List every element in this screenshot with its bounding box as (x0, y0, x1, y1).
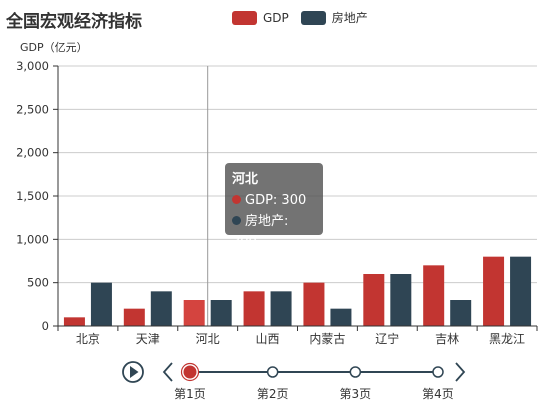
chart-title: 全国宏观经济指标 (6, 12, 142, 32)
timeline-label[interactable]: 第1页 (174, 387, 206, 401)
legend: GDP 房地产 (232, 9, 368, 26)
bar-real-estate-4[interactable] (330, 308, 352, 326)
tooltip-label-gdp: GDP: 300 (245, 193, 307, 208)
next-arrow-icon[interactable] (455, 362, 466, 382)
x-tick-label: 吉林 (435, 332, 459, 346)
tooltip-row-real-estate: 房地产: 300 (232, 211, 316, 253)
timeline-node-active[interactable] (183, 365, 197, 379)
timeline-node[interactable] (432, 366, 444, 378)
tooltip-label-real-estate: 房地产: 300 (232, 214, 289, 250)
y-tick-label: 3,000 (16, 59, 49, 73)
timeline-label[interactable]: 第3页 (340, 387, 372, 401)
x-tick-label: 内蒙古 (309, 331, 345, 346)
y-tick-label: 2,000 (16, 146, 49, 160)
x-tick-label: 北京 (76, 332, 100, 346)
play-button[interactable] (122, 361, 144, 383)
legend-label-real-estate: 房地产 (331, 11, 368, 25)
bar-gdp-5[interactable] (363, 274, 385, 326)
tooltip: 河北 GDP: 300 房地产: 300 (225, 163, 323, 250)
play-icon (130, 366, 139, 378)
bar-gdp-6[interactable] (423, 265, 445, 326)
legend-label-gdp: GDP (263, 10, 289, 25)
x-tick-label: 河北 (196, 332, 220, 346)
y-tick-label: 1,500 (16, 189, 49, 203)
y-tick-label: 0 (42, 319, 49, 333)
x-tick-label: 天津 (136, 332, 160, 346)
bar-gdp-4[interactable] (303, 282, 325, 326)
bar-gdp-7[interactable] (483, 256, 505, 326)
bar-gdp-2[interactable] (183, 300, 205, 326)
bar-real-estate-7[interactable] (510, 256, 532, 326)
x-tick-label: 山西 (256, 332, 280, 346)
y-axis-title: GDP（亿元） (20, 41, 88, 54)
tooltip-dot-gdp (232, 195, 241, 204)
legend-swatch-real-estate (300, 10, 326, 25)
legend-swatch-gdp (232, 10, 257, 25)
tooltip-title: 河北 (232, 172, 259, 187)
tooltip-dot-real-estate (232, 216, 241, 225)
bar-real-estate-0[interactable] (90, 282, 112, 326)
bar-real-estate-3[interactable] (270, 291, 292, 326)
bar-real-estate-1[interactable] (150, 291, 172, 326)
prev-arrow-icon[interactable] (162, 362, 173, 382)
timeline-label[interactable]: 第4页 (422, 387, 454, 401)
x-tick-label: 黑龙江 (489, 332, 525, 346)
bar-real-estate-5[interactable] (390, 274, 412, 326)
y-tick-label: 1,000 (16, 232, 49, 246)
y-tick-label: 500 (27, 276, 49, 290)
x-tick-label: 辽宁 (375, 331, 399, 346)
bar-gdp-0[interactable] (63, 317, 85, 326)
legend-item-gdp[interactable]: GDP (232, 10, 289, 25)
bar-real-estate-2[interactable] (210, 300, 232, 326)
bar-gdp-3[interactable] (243, 291, 265, 326)
bar-real-estate-6[interactable] (450, 300, 472, 326)
legend-item-real-estate[interactable]: 房地产 (300, 9, 368, 26)
timeline-label[interactable]: 第2页 (257, 387, 289, 401)
bar-gdp-1[interactable] (123, 308, 145, 326)
tooltip-row-gdp: GDP: 300 (232, 190, 316, 211)
y-tick-label: 2,500 (16, 102, 49, 116)
timeline-node[interactable] (266, 366, 279, 378)
timeline-node[interactable] (349, 366, 362, 378)
